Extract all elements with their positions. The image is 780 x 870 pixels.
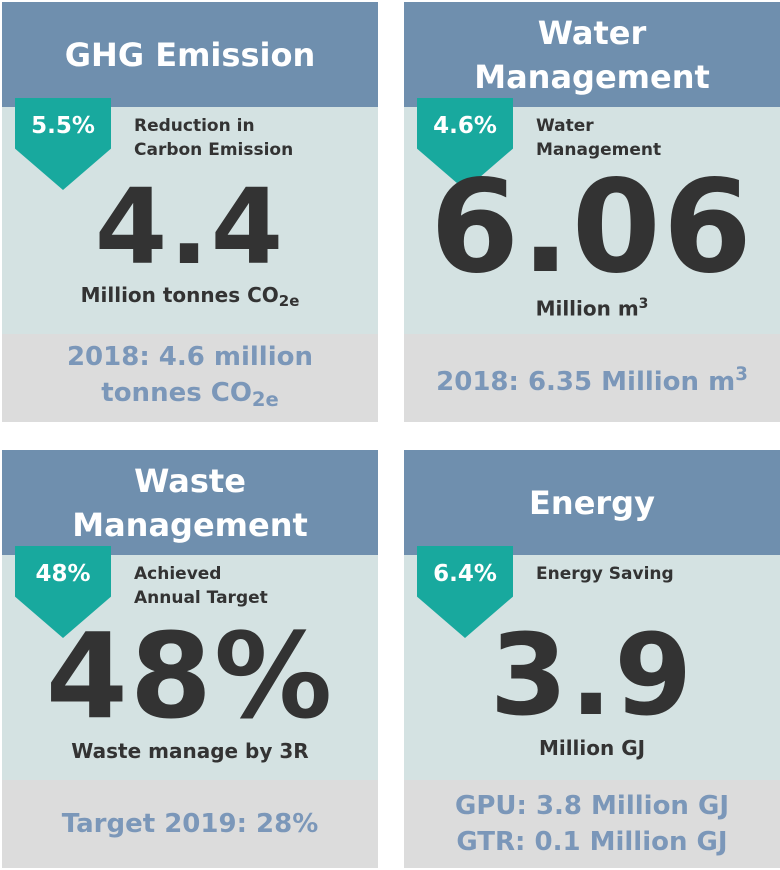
- title-line: GHG Emission: [64, 35, 316, 74]
- footer-text: 2018: 6.35 Million m: [436, 366, 736, 397]
- value: 4.4: [94, 165, 286, 288]
- footer-text: GTR: 0.1 Million GJ: [456, 827, 728, 857]
- card: Energy 6.4% Energy Saving 3.9 Million GJ GPU:…: [404, 450, 780, 868]
- value: 48%: [45, 607, 335, 745]
- footer-line: Target 2019: 28%: [62, 806, 319, 842]
- title-line: Waste: [134, 461, 246, 500]
- footer-text: 2018: 4.6 million: [66, 341, 314, 372]
- footer-line: tonnes CO2e: [101, 375, 278, 418]
- footer-line: 2018: 4.6 million: [67, 339, 313, 375]
- value: 3.9: [489, 611, 695, 741]
- label-line: Annual Target: [134, 588, 268, 608]
- label-line: Reduction in: [134, 116, 255, 136]
- label-line: Management: [536, 140, 662, 160]
- card: GHG Emission 5.5% Reduction in Carbon Emiss…: [2, 2, 378, 422]
- footer-text: GPU: 3.8 Million GJ: [454, 791, 730, 821]
- card-title: GHG Emission: [2, 2, 378, 107]
- value: 6.06: [430, 152, 754, 302]
- unit-text: Waste manage by 3R: [71, 739, 309, 763]
- footer-sup: 3: [735, 363, 748, 385]
- unit: Million GJ: [539, 736, 645, 760]
- footer: 2018: 4.6 million tonnes CO2e: [2, 334, 378, 422]
- metric: 4.4 Million tonnes CO2e: [2, 162, 378, 322]
- unit-text: Million tonnes CO: [80, 282, 279, 307]
- label: Achieved Annual Target: [134, 562, 268, 610]
- unit: Waste manage by 3R: [71, 739, 308, 763]
- card-title: Water Management: [404, 2, 780, 107]
- footer-text: tonnes CO: [101, 377, 252, 408]
- label-line: Achieved: [134, 564, 222, 584]
- unit-sup: 3: [638, 295, 649, 312]
- footer: 2018: 6.35 Million m3: [404, 334, 780, 422]
- footer-line: GTR: 0.1 Million GJ: [456, 824, 727, 860]
- footer-text: Target 2019: 28%: [61, 809, 319, 839]
- title-line: Water: [537, 13, 647, 52]
- footer: GPU: 3.8 Million GJ GTR: 0.1 Million GJ: [404, 780, 780, 868]
- label-line: Energy Saving: [536, 564, 674, 584]
- unit: Million m3: [536, 296, 649, 321]
- footer-sub: 2e: [251, 387, 279, 411]
- label-line: Carbon Emission: [134, 140, 294, 160]
- unit-sub: 2e: [278, 291, 300, 310]
- title-line: Management: [474, 57, 710, 96]
- card-title: Energy: [404, 450, 780, 555]
- card-title: Waste Management: [2, 450, 378, 555]
- footer-line: GPU: 3.8 Million GJ: [455, 788, 729, 824]
- label: Water Management: [536, 114, 661, 162]
- footer-line: 2018: 6.35 Million m3: [436, 357, 748, 400]
- metric: 48% Waste manage by 3R: [2, 610, 378, 770]
- unit: Million tonnes CO2e: [81, 283, 300, 310]
- metric: 3.9 Million GJ: [404, 610, 780, 770]
- unit-text: Million m: [535, 296, 639, 321]
- metric: 6.06 Million m3: [404, 162, 780, 322]
- label-line: Water: [536, 116, 594, 136]
- unit-text: Million GJ: [538, 736, 646, 760]
- card: Waste Management 48% Achieved Annual Target 4…: [2, 450, 378, 868]
- label: Reduction in Carbon Emission: [134, 114, 293, 162]
- card: Water Management 4.6% Water Management 6.06 Mi…: [404, 2, 780, 422]
- footer: Target 2019: 28%: [2, 780, 378, 868]
- title-line: Energy: [529, 483, 655, 522]
- label: Energy Saving: [536, 562, 674, 586]
- title-line: Management: [72, 505, 308, 544]
